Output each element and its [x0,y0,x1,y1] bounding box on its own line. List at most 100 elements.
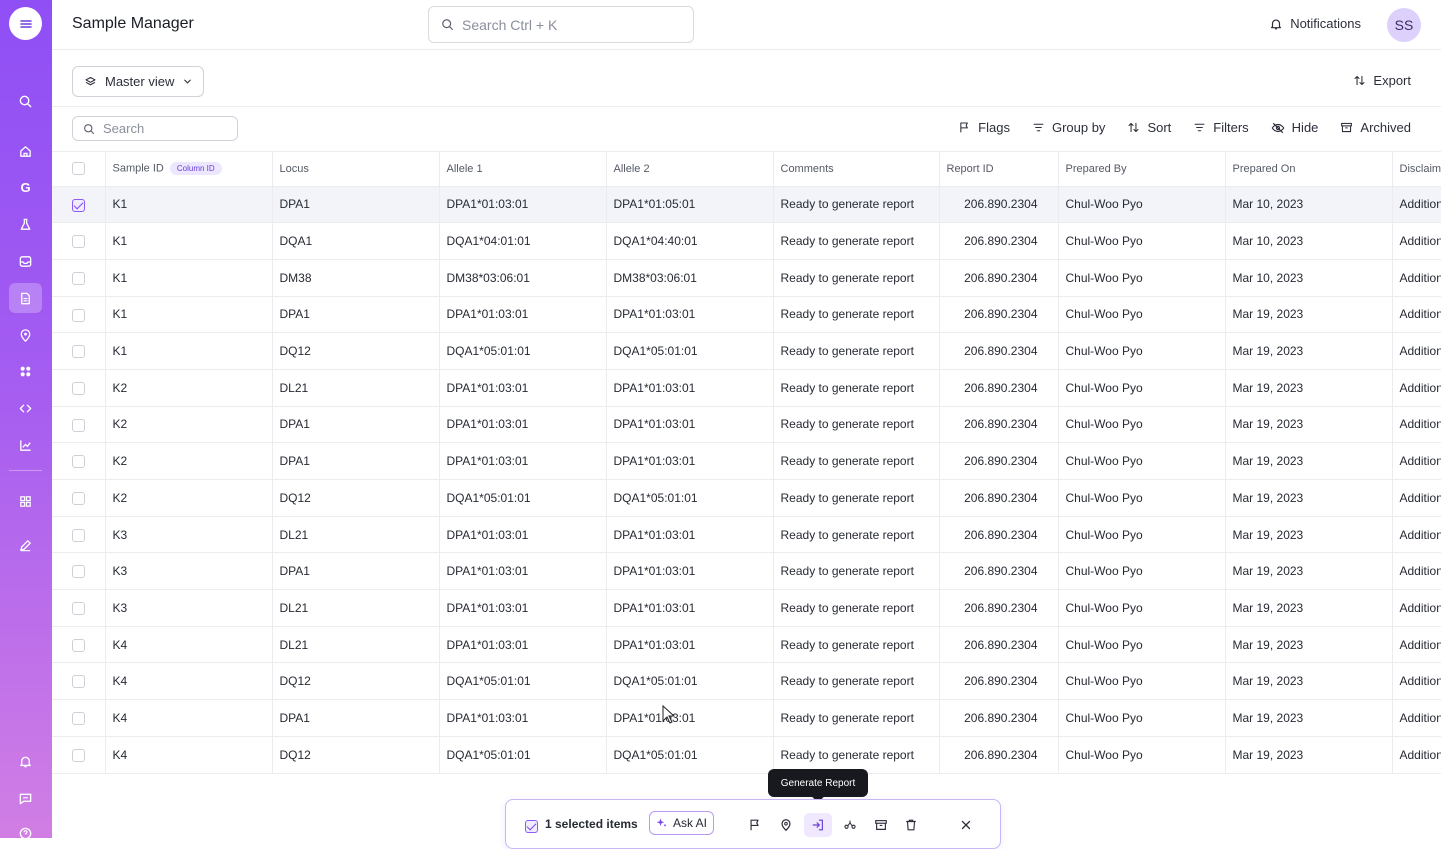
table-row[interactable]: K2 DPA1 DPA1*01:03:01 DPA1*01:03:01 Ready to… [52,406,1441,444]
cell-disclaimer[interactable]: Addition [1392,479,1441,517]
cell-report-id[interactable]: 206.890.2304 [939,589,1059,627]
menu-icon[interactable] [9,7,42,40]
cell-allele1[interactable]: DPA1*01:03:01 [439,699,607,737]
avatar[interactable]: SS [1387,8,1421,42]
cell-prepared-by[interactable]: Chul-Woo Pyo [1058,516,1226,554]
document-icon[interactable] [9,283,42,313]
cell-prepared-on[interactable]: Mar 19, 2023 [1225,516,1393,554]
cell-disclaimer[interactable]: Addition [1392,699,1441,737]
cell-locus[interactable]: DQ12 [272,662,440,701]
row-select-cell[interactable] [52,626,106,664]
trash-icon[interactable] [897,813,925,837]
cell-allele1[interactable]: DQA1*05:01:01 [439,736,607,773]
cell-allele1[interactable]: DPA1*01:03:01 [439,369,607,407]
cell-allele2[interactable]: DQA1*05:01:01 [606,736,774,773]
cell-comments[interactable]: Ready to generate report [773,699,940,737]
view-selector[interactable]: Master view [72,66,204,97]
cell-locus[interactable]: DQ12 [272,332,440,370]
cell-locus[interactable]: DPA1 [272,186,440,224]
row-select-cell[interactable] [52,589,106,627]
filters-button[interactable]: Filters [1193,120,1249,135]
row-select-cell[interactable] [52,479,106,517]
cell-prepared-by[interactable]: Chul-Woo Pyo [1058,332,1226,370]
cell-prepared-on[interactable]: Mar 19, 2023 [1225,736,1393,773]
cell-report-id[interactable]: 206.890.2304 [939,699,1059,737]
cell-prepared-on[interactable]: Mar 19, 2023 [1225,479,1393,517]
cell-disclaimer[interactable]: Addition [1392,406,1441,444]
archived-button[interactable]: Archived [1340,120,1411,135]
cell-locus[interactable]: DPA1 [272,699,440,737]
cell-locus[interactable]: DQA1 [272,222,440,260]
cell-report-id[interactable]: 206.890.2304 [939,369,1059,407]
cell-prepared-by[interactable]: Chul-Woo Pyo [1058,552,1226,591]
cell-disclaimer[interactable]: Addition [1392,222,1441,260]
row-checkbox[interactable] [71,381,85,395]
flags-button[interactable]: Flags [958,120,1010,135]
cell-prepared-on[interactable]: Mar 10, 2023 [1225,186,1393,224]
cell-allele2[interactable]: DPA1*01:03:01 [606,406,774,444]
ask-ai-button[interactable]: Ask AI [649,811,714,835]
row-select-cell[interactable] [52,662,106,701]
chat-icon[interactable] [9,783,42,813]
table-row[interactable]: K3 DPA1 DPA1*01:03:01 DPA1*01:03:01 Ready to… [52,552,1441,591]
cell-comments[interactable]: Ready to generate report [773,186,940,224]
cell-locus[interactable]: DPA1 [272,552,440,591]
cell-prepared-by[interactable]: Chul-Woo Pyo [1058,222,1226,260]
cell-disclaimer[interactable]: Addition [1392,442,1441,480]
cell-comments[interactable]: Ready to generate report [773,406,940,444]
cell-prepared-on[interactable]: Mar 19, 2023 [1225,699,1393,737]
row-checkbox[interactable] [71,345,85,359]
apps-icon[interactable] [9,356,42,386]
cell-prepared-by[interactable]: Chul-Woo Pyo [1058,442,1226,480]
row-select-cell[interactable] [52,516,106,554]
cell-allele1[interactable]: DPA1*01:03:01 [439,626,607,664]
cell-allele1[interactable]: DPA1*01:03:01 [439,296,607,334]
cell-allele2[interactable]: DPA1*01:05:01 [606,186,774,224]
cell-locus[interactable]: DL21 [272,589,440,627]
merge-icon[interactable] [836,813,864,837]
column-header[interactable]: Allele 2 [606,152,774,187]
cell-allele2[interactable]: DPA1*01:03:01 [606,516,774,554]
hide-button[interactable]: Hide [1271,120,1318,135]
row-checkbox[interactable] [71,748,85,762]
cell-sample-id[interactable]: K4 [105,662,273,701]
cell-comments[interactable]: Ready to generate report [773,369,940,407]
group-by-button[interactable]: Group by [1032,120,1105,135]
location-pin-icon[interactable] [772,813,800,837]
cell-allele1[interactable]: DPA1*01:03:01 [439,589,607,627]
row-select-cell[interactable] [52,406,106,444]
cell-prepared-by[interactable]: Chul-Woo Pyo [1058,662,1226,701]
cell-locus[interactable]: DL21 [272,626,440,664]
cell-locus[interactable]: DPA1 [272,406,440,444]
cell-locus[interactable]: DL21 [272,369,440,407]
row-checkbox[interactable] [71,602,85,616]
cell-allele2[interactable]: DQA1*04:40:01 [606,222,774,260]
column-header[interactable]: Sample ID Column ID [105,152,273,187]
cell-sample-id[interactable]: K1 [105,332,273,370]
cell-comments[interactable]: Ready to generate report [773,516,940,554]
search-icon[interactable] [9,86,42,116]
flask-icon[interactable] [9,209,42,239]
row-checkbox[interactable] [71,418,85,432]
row-select-cell[interactable] [52,552,106,591]
cell-report-id[interactable]: 206.890.2304 [939,332,1059,370]
cell-report-id[interactable]: 206.890.2304 [939,552,1059,591]
cell-prepared-by[interactable]: Chul-Woo Pyo [1058,479,1226,517]
cell-prepared-on[interactable]: Mar 19, 2023 [1225,626,1393,664]
row-select-cell[interactable] [52,186,106,224]
cell-prepared-on[interactable]: Mar 19, 2023 [1225,406,1393,444]
cell-comments[interactable]: Ready to generate report [773,222,940,260]
cell-comments[interactable]: Ready to generate report [773,259,940,297]
row-checkbox[interactable] [71,712,85,726]
row-select-cell[interactable] [52,699,106,737]
cell-locus[interactable]: DL21 [272,516,440,554]
cell-prepared-on[interactable]: Mar 19, 2023 [1225,296,1393,334]
cell-sample-id[interactable]: K2 [105,406,273,444]
cell-allele1[interactable]: DPA1*01:03:01 [439,552,607,591]
cell-report-id[interactable]: 206.890.2304 [939,516,1059,554]
cell-report-id[interactable]: 206.890.2304 [939,259,1059,297]
flag-icon[interactable] [741,813,769,837]
cell-allele2[interactable]: DM38*03:06:01 [606,259,774,297]
cell-allele1[interactable]: DQA1*05:01:01 [439,662,607,701]
cell-sample-id[interactable]: K2 [105,479,273,517]
